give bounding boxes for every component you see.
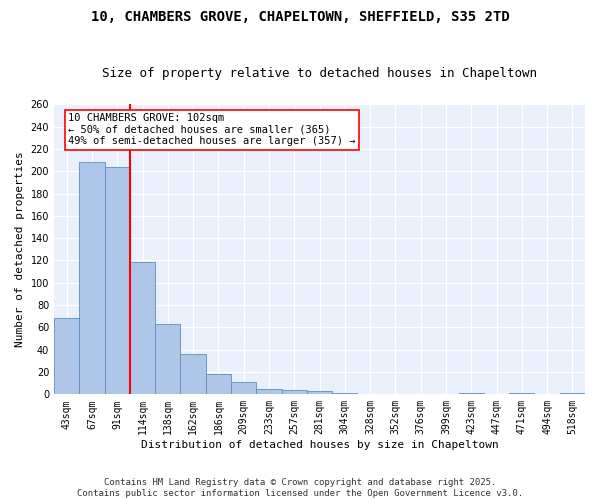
Bar: [458, 393, 484, 394]
Bar: [307, 391, 332, 394]
Bar: [155, 324, 181, 394]
Bar: [104, 167, 130, 394]
Title: Size of property relative to detached houses in Chapeltown: Size of property relative to detached ho…: [102, 66, 537, 80]
Text: 10, CHAMBERS GROVE, CHAPELTOWN, SHEFFIELD, S35 2TD: 10, CHAMBERS GROVE, CHAPELTOWN, SHEFFIEL…: [91, 10, 509, 24]
Bar: [560, 393, 585, 394]
X-axis label: Distribution of detached houses by size in Chapeltown: Distribution of detached houses by size …: [140, 440, 499, 450]
Bar: [231, 382, 256, 394]
Bar: [206, 374, 231, 394]
Bar: [130, 262, 155, 394]
Bar: [332, 393, 358, 394]
Bar: [79, 162, 104, 394]
Bar: [181, 354, 206, 395]
Bar: [281, 390, 307, 394]
Text: 10 CHAMBERS GROVE: 102sqm
← 50% of detached houses are smaller (365)
49% of semi: 10 CHAMBERS GROVE: 102sqm ← 50% of detac…: [68, 113, 355, 146]
Bar: [509, 393, 535, 394]
Bar: [54, 318, 79, 394]
Y-axis label: Number of detached properties: Number of detached properties: [15, 152, 25, 347]
Text: Contains HM Land Registry data © Crown copyright and database right 2025.
Contai: Contains HM Land Registry data © Crown c…: [77, 478, 523, 498]
Bar: [256, 389, 281, 394]
